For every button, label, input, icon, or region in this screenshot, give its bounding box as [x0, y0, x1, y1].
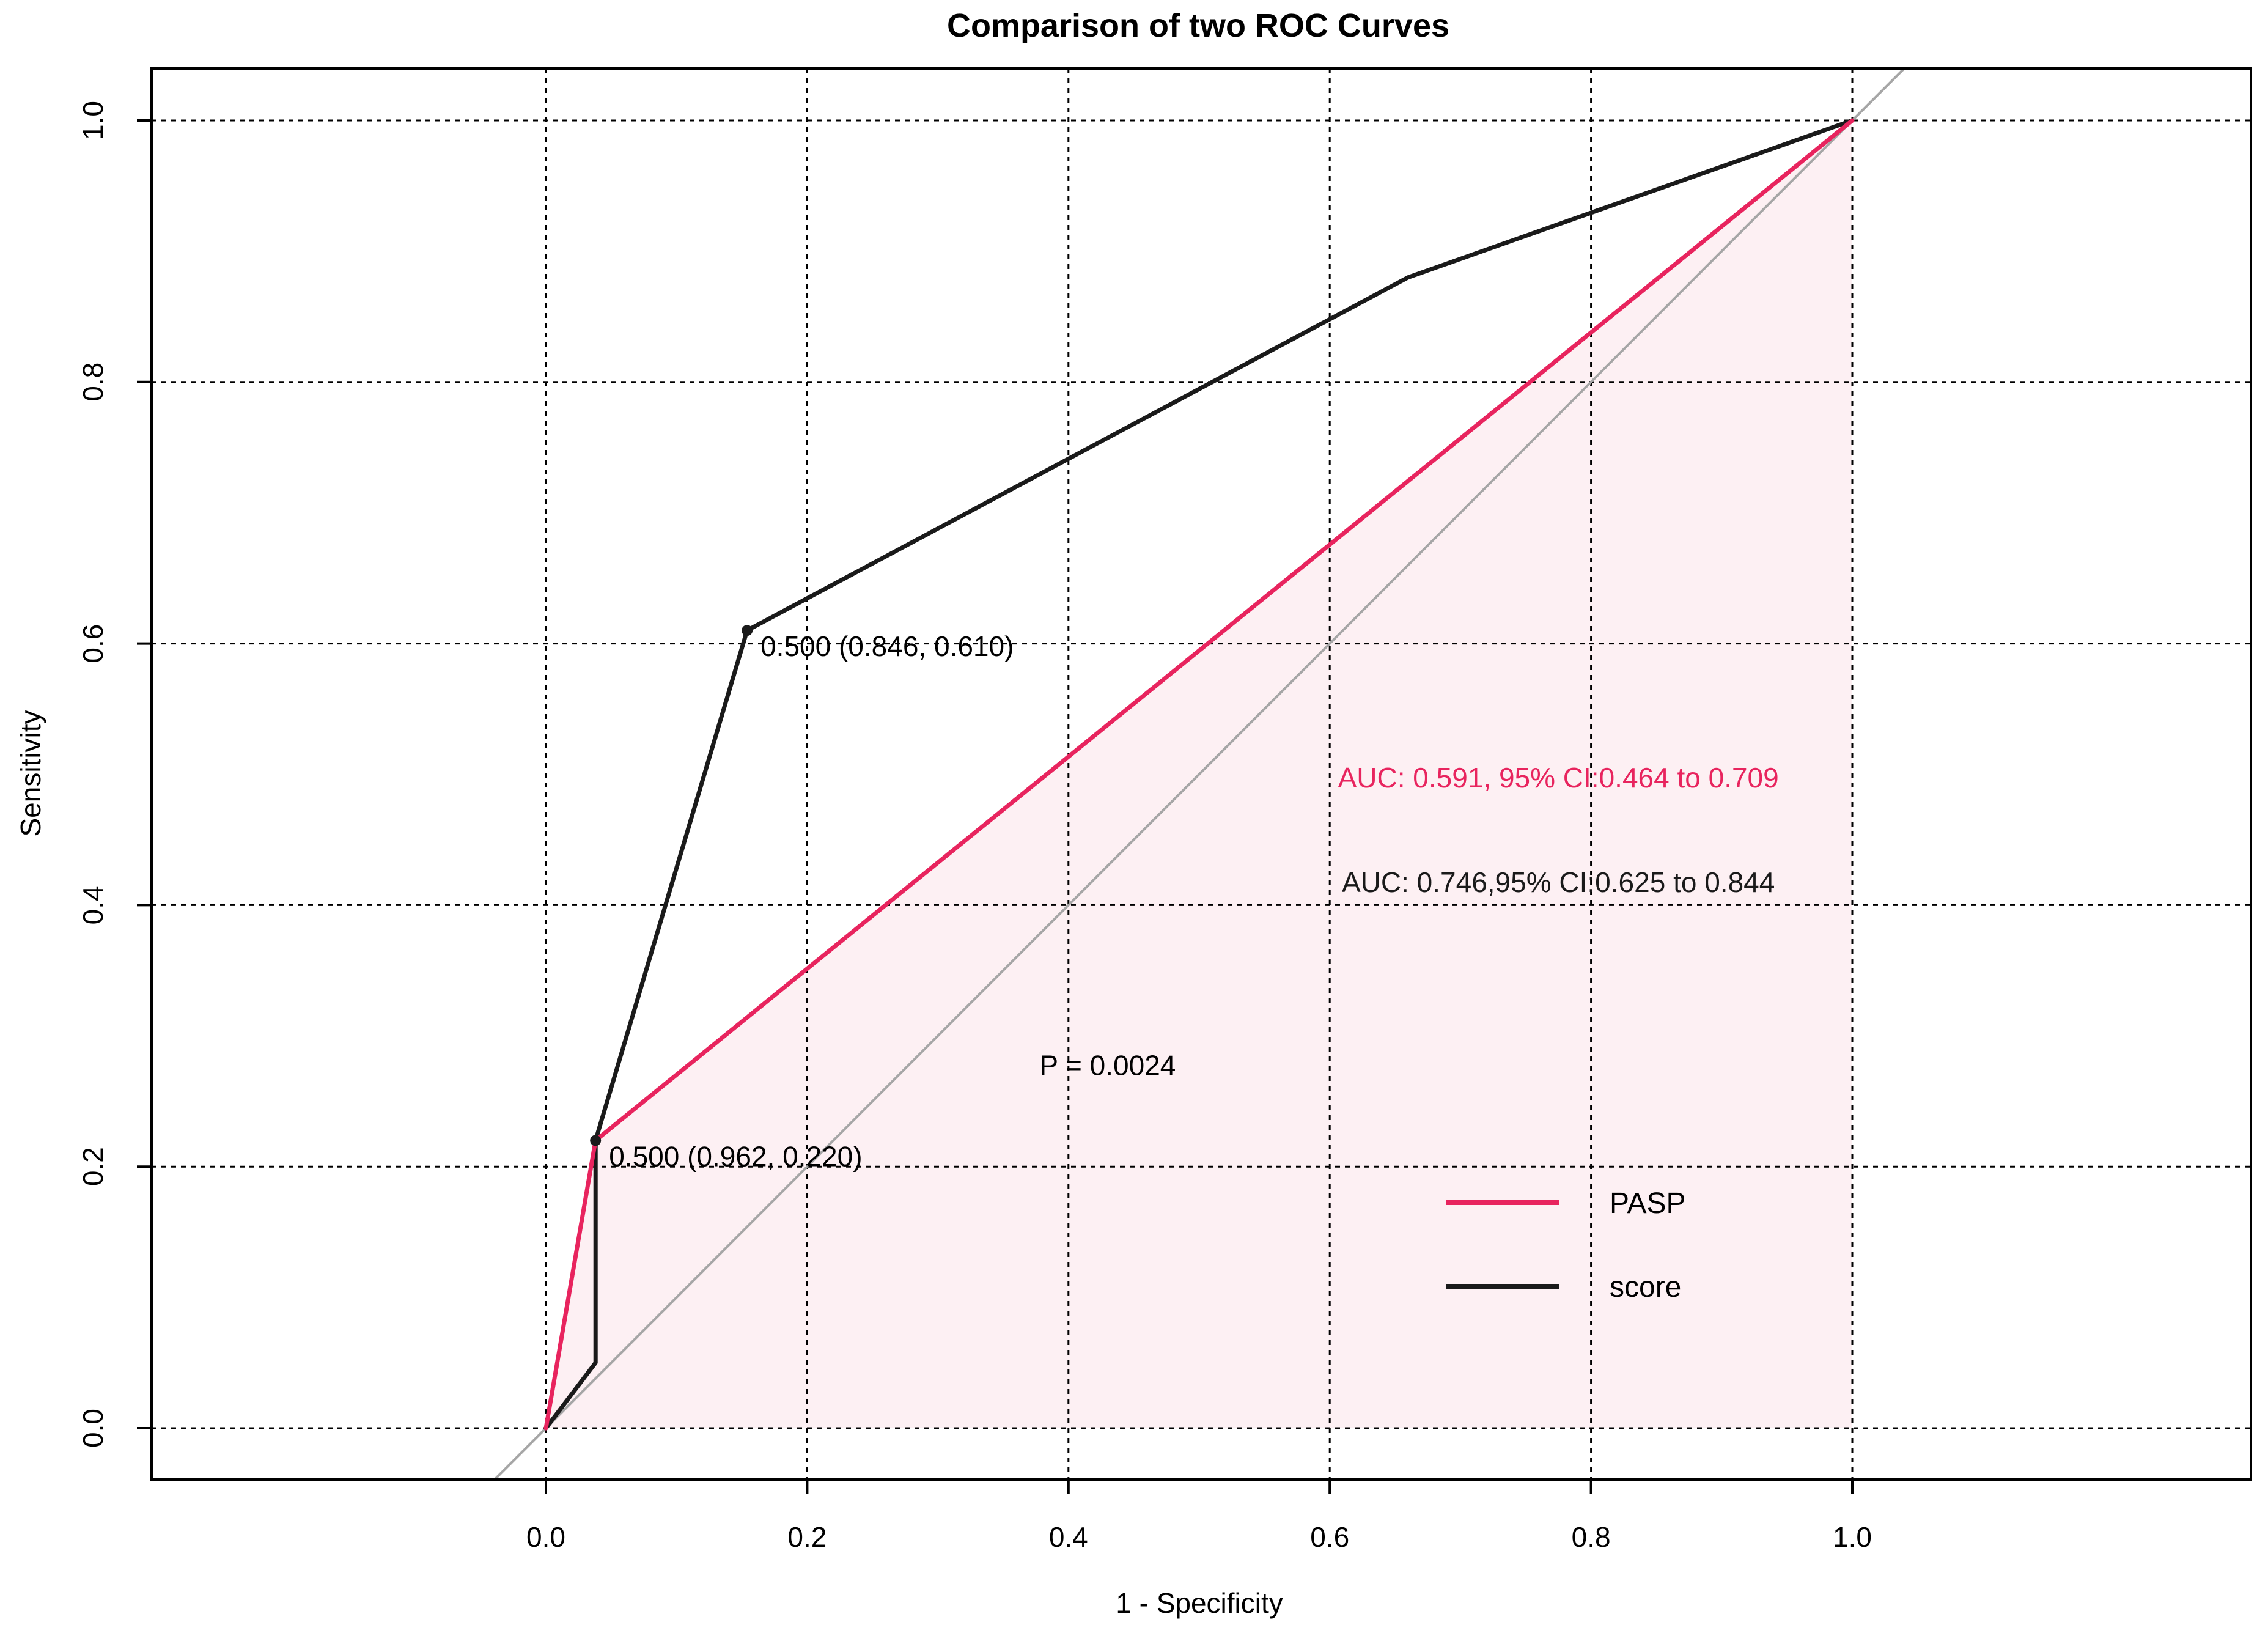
- threshold-point-0: [742, 625, 753, 636]
- y-tick-label-2: 0.4: [77, 885, 109, 924]
- threshold-label-0: 0.500 (0.846, 0.610): [760, 630, 1014, 662]
- x-tick-label-3: 0.6: [1310, 1521, 1349, 1553]
- chart-title: Comparison of two ROC Curves: [947, 7, 1449, 44]
- y-tick-label-1: 0.2: [77, 1147, 109, 1186]
- annotations: AUC: 0.591, 95% CI:0.464 to 0.709 AUC: 0.…: [1039, 762, 1778, 1082]
- threshold-label-1: 0.500 (0.962, 0.220): [609, 1140, 862, 1172]
- annotation-2: P = 0.0024: [1039, 1049, 1176, 1081]
- x-tick-label-2: 0.4: [1049, 1521, 1088, 1553]
- annotation-0: AUC: 0.591, 95% CI:0.464 to 0.709: [1338, 762, 1779, 794]
- grid: [152, 68, 2251, 1480]
- legend-label-pasp: PASP: [1610, 1187, 1686, 1220]
- legend: PASP score: [1446, 1187, 1686, 1303]
- x-tick-label-1: 0.2: [787, 1521, 827, 1553]
- series-line-score: [543, 118, 1855, 1431]
- x-tick-label-4: 0.8: [1572, 1521, 1611, 1553]
- threshold-points: 0.500 (0.846, 0.610) 0.500 (0.962, 0.220): [590, 625, 1014, 1172]
- x-axis-ticks: 0.0 0.2 0.4 0.6 0.8 1.0: [526, 1480, 1872, 1553]
- x-tick-label-5: 1.0: [1833, 1521, 1872, 1553]
- threshold-point-1: [590, 1135, 602, 1146]
- annotation-1: AUC: 0.746,95% CI:0.625 to 0.844: [1342, 866, 1775, 898]
- reference-diagonal: [493, 67, 1905, 1481]
- y-axis-ticks: 0.0 0.2 0.4 0.6 0.8 1.0: [77, 101, 152, 1448]
- y-tick-label-5: 1.0: [77, 101, 109, 140]
- y-tick-label-0: 0.0: [77, 1409, 109, 1448]
- x-axis-label: 1 - Specificity: [1116, 1587, 1283, 1619]
- plot-frame: [150, 67, 2252, 1481]
- legend-label-score: score: [1610, 1271, 1681, 1303]
- y-tick-label-3: 0.6: [77, 624, 109, 663]
- y-axis-label: Sensitivity: [15, 710, 46, 836]
- x-tick-label-0: 0.0: [526, 1521, 565, 1553]
- y-tick-label-4: 0.8: [77, 363, 109, 402]
